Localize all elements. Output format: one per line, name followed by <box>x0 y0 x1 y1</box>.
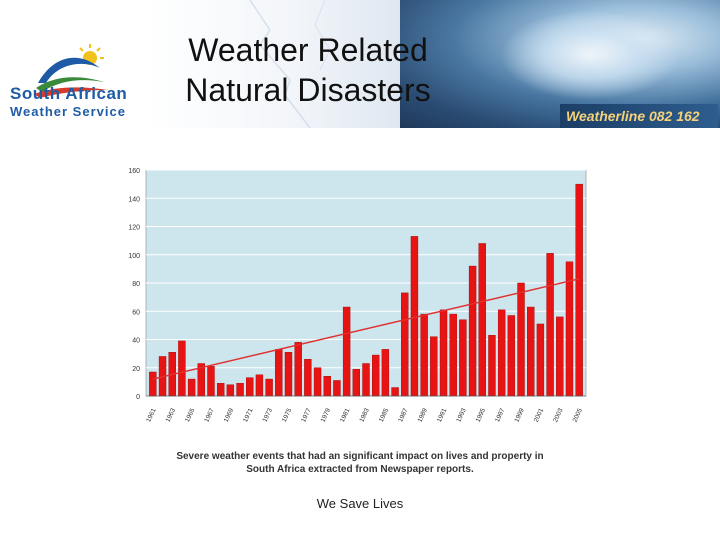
lightning-icon <box>249 0 331 128</box>
x-tick-label: 1969 <box>223 407 236 423</box>
bar-1977 <box>304 359 312 397</box>
title-line-1: Weather Related <box>188 32 428 68</box>
x-tick-label: 1985 <box>378 407 391 423</box>
bar-2003 <box>556 316 564 397</box>
bar-1971 <box>246 377 254 397</box>
x-tick-label: 1967 <box>203 407 216 423</box>
y-tick-label: 80 <box>132 281 140 288</box>
bar-2002 <box>546 253 554 397</box>
bar-1984 <box>372 354 380 397</box>
caption-line-2: South Africa extracted from Newspaper re… <box>246 464 474 475</box>
y-tick-label: 20 <box>132 366 140 373</box>
bar-1974 <box>275 349 283 397</box>
logo-text-south-african: South African <box>10 84 128 103</box>
bar-1986 <box>391 387 399 397</box>
x-tick-label: 1993 <box>455 407 468 423</box>
x-tick-label: 1981 <box>339 407 352 423</box>
header-banner: South African Weather Service Weather Re… <box>0 0 720 128</box>
bar-1998 <box>507 315 516 397</box>
title-line-2: Natural Disasters <box>185 72 431 108</box>
x-tick-label: 1989 <box>417 407 430 423</box>
y-tick-label: 120 <box>128 225 140 232</box>
y-tick-label: 100 <box>128 253 140 260</box>
bar-1969 <box>226 384 235 397</box>
y-tick-label: 140 <box>128 196 140 203</box>
page-title: Weather Related Natural Disasters <box>148 30 468 110</box>
x-tick-label: 2003 <box>552 407 565 423</box>
x-tick-label: 2005 <box>572 407 585 423</box>
bar-1982 <box>352 368 360 397</box>
bar-2000 <box>527 306 535 397</box>
bar-1970 <box>236 383 244 397</box>
y-tick-label: 40 <box>132 338 140 345</box>
x-tick-label: 1997 <box>494 407 507 423</box>
x-tick-label: 1977 <box>300 407 313 423</box>
bar-1976 <box>294 342 302 397</box>
trend-line <box>152 278 580 380</box>
x-tick-label: 1999 <box>513 407 526 423</box>
saws-logo-icon <box>34 44 108 98</box>
chart-caption: Severe weather events that had an signif… <box>150 450 570 476</box>
bar-1972 <box>255 374 264 397</box>
bar-1964 <box>178 340 186 397</box>
bar-1990 <box>430 336 438 397</box>
bar-1992 <box>449 313 457 397</box>
x-tick-label: 1961 <box>145 407 158 423</box>
logo-text-weather-service: Weather Service <box>10 104 126 119</box>
bar-2001 <box>536 323 545 397</box>
bar-1985 <box>381 349 390 397</box>
x-tick-label: 1983 <box>358 407 371 423</box>
y-tick-label: 60 <box>132 309 140 316</box>
bar-1994 <box>468 265 477 397</box>
x-tick-label: 1975 <box>281 407 294 423</box>
x-tick-label: 1965 <box>184 407 197 423</box>
weatherline-text: Weatherline 082 162 <box>566 108 700 124</box>
bar-1991 <box>439 309 448 397</box>
bar-1981 <box>342 306 351 397</box>
bar-1967 <box>207 366 215 397</box>
bar-1973 <box>265 378 273 397</box>
x-tick-label: 1987 <box>397 407 410 423</box>
x-tick-label: 1979 <box>320 407 333 423</box>
x-tick-label: 1973 <box>262 407 275 423</box>
bar-1999 <box>517 282 525 397</box>
x-tick-label: 1995 <box>475 407 488 423</box>
bar-1988 <box>410 236 419 397</box>
x-tick-label: 1971 <box>242 407 255 423</box>
y-tick-label: 0 <box>136 394 140 401</box>
bar-1979 <box>323 376 331 397</box>
bar-1961 <box>149 371 157 397</box>
bar-2005 <box>575 183 583 397</box>
wave-spray <box>500 10 680 100</box>
y-tick-label: 160 <box>128 168 140 175</box>
bar-1980 <box>333 380 341 397</box>
footer-slogan: We Save Lives <box>316 496 404 511</box>
bar-1975 <box>284 352 293 397</box>
weatherline-banner: Weatherline 082 162 <box>560 104 718 128</box>
bar-1987 <box>401 292 409 397</box>
bar-1978 <box>313 367 322 397</box>
bar-1965 <box>187 378 196 397</box>
bar-1997 <box>497 309 506 397</box>
bar-1996 <box>488 335 496 397</box>
x-tick-label: 2001 <box>533 407 546 423</box>
x-tick-label: 1963 <box>165 407 178 423</box>
caption-line-1: Severe weather events that had an signif… <box>176 451 544 462</box>
bar-1983 <box>362 363 370 397</box>
disasters-bar-chart: 0 20 40 60 80 100 120 140 160 1961 1963 1965 1967 196… <box>128 168 587 423</box>
x-tick-label: 1991 <box>436 407 449 423</box>
bar-1993 <box>459 319 467 397</box>
bar-1968 <box>216 383 225 397</box>
bar-1995 <box>478 243 486 397</box>
bar-1989 <box>420 313 428 397</box>
